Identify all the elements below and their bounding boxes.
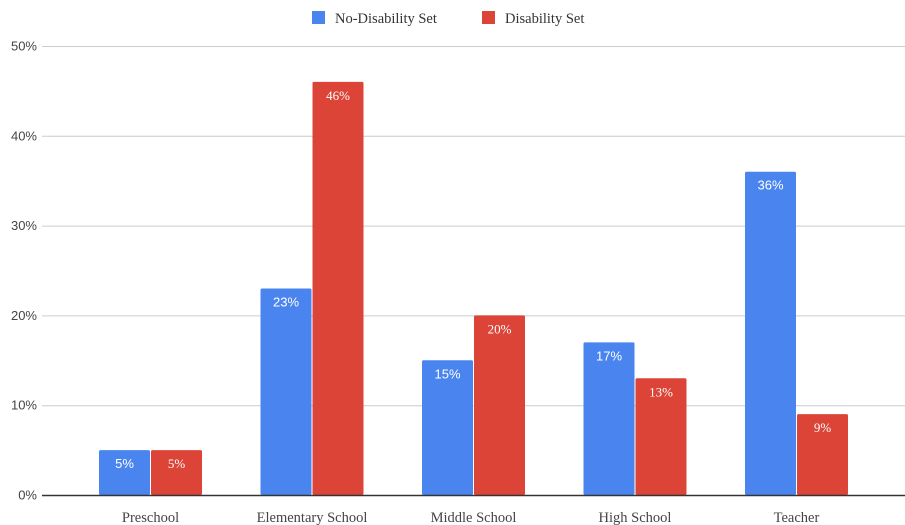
data-labels: 5% 5% 23% 46% 15% 20% 17% 13% 36% 9% (115, 88, 831, 471)
data-label-no-disability: 5% (115, 456, 134, 471)
data-label-no-disability: 23% (273, 294, 299, 309)
bar-disability (797, 414, 848, 495)
data-label-disability: 13% (649, 384, 673, 399)
data-label-no-disability: 15% (434, 366, 460, 381)
legend-label-no-disability: No-Disability Set (335, 11, 437, 27)
data-label-no-disability: 17% (596, 348, 622, 363)
x-axis-categories: Preschool Elementary School Middle School H… (122, 510, 820, 525)
bars (99, 81, 848, 496)
y-tick-label: 30% (11, 218, 37, 233)
bar-no-disability (583, 342, 635, 495)
legend-swatch-no-disability (312, 11, 325, 24)
x-category-label: Teacher (774, 510, 820, 525)
x-category-label: Elementary School (257, 510, 368, 525)
y-tick-label: 10% (11, 398, 37, 413)
bar-disability (312, 81, 364, 496)
y-tick-label: 20% (11, 308, 37, 323)
bar-disability (151, 450, 202, 495)
y-tick-label: 0% (18, 488, 37, 503)
bar-no-disability (99, 450, 150, 495)
bar-no-disability (260, 288, 312, 495)
data-label-disability: 46% (326, 88, 350, 103)
x-category-label: Middle School (431, 510, 517, 525)
x-category-label: Preschool (122, 510, 179, 525)
legend-label-disability: Disability Set (505, 11, 584, 27)
bar-no-disability (745, 171, 796, 495)
data-label-disability: 20% (488, 321, 512, 336)
y-tick-label: 40% (11, 128, 37, 143)
data-label-disability: 9% (814, 420, 832, 435)
legend: No-Disability Set Disability Set (312, 11, 584, 27)
x-category-label: High School (599, 510, 672, 525)
y-axis-ticks: 0% 10% 20% 30% 40% 50% (11, 39, 37, 503)
bar-no-disability (422, 360, 473, 495)
bar-disability (474, 315, 525, 495)
data-label-no-disability: 36% (757, 178, 783, 193)
legend-swatch-disability (482, 11, 495, 24)
y-tick-label: 50% (11, 39, 37, 54)
bar-disability (635, 378, 687, 495)
data-label-disability: 5% (168, 456, 186, 471)
